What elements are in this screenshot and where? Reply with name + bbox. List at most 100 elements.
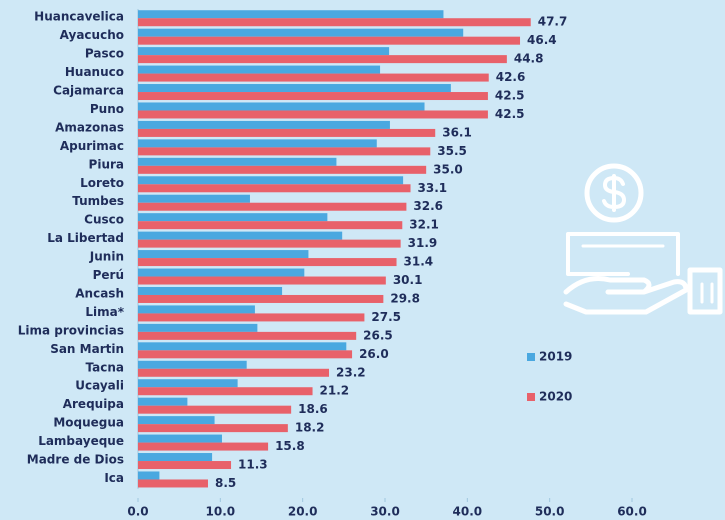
value-label: 30.1: [393, 273, 423, 287]
bar: [138, 202, 407, 211]
value-label: 15.8: [275, 439, 305, 453]
bar: [138, 453, 213, 462]
x-tick-label: 30.0: [370, 505, 400, 519]
legend-swatch: [527, 393, 535, 401]
bar: [138, 92, 488, 101]
value-label: 18.2: [295, 421, 325, 435]
bar: [138, 239, 401, 248]
y-tick-label: Ancash: [75, 286, 124, 300]
y-tick-label: Piura: [89, 157, 124, 171]
bar: [138, 10, 444, 19]
bar: [138, 461, 232, 470]
bar: [138, 313, 365, 322]
bar: [138, 213, 328, 222]
bar: [138, 286, 283, 295]
bar: [138, 305, 255, 314]
bar: [138, 18, 531, 27]
bar: [138, 397, 188, 406]
bar: [138, 47, 390, 56]
y-tick-label: San Martin: [50, 342, 124, 356]
value-label: 32.1: [409, 218, 439, 232]
value-label: 21.2: [320, 384, 350, 398]
y-tick-label: Madre de Dios: [27, 453, 124, 467]
x-tick-label: 0.0: [127, 505, 148, 519]
y-tick-label: Ica: [104, 471, 124, 485]
bar: [138, 342, 347, 351]
bar: [138, 65, 381, 74]
value-label: 36.1: [442, 125, 472, 139]
y-tick-label: Tumbes: [72, 194, 124, 208]
bar: [138, 424, 288, 433]
bar: [138, 36, 521, 45]
bar: [138, 368, 330, 377]
y-tick-label: Ucayali: [75, 379, 124, 393]
bar: [138, 442, 269, 451]
x-tick-label: 40.0: [453, 505, 483, 519]
value-label: 33.1: [418, 181, 448, 195]
value-label: 31.4: [404, 255, 434, 269]
bar: [138, 268, 305, 277]
legend-label: 2020: [539, 390, 572, 404]
bar: [138, 120, 390, 129]
bar: [138, 258, 397, 267]
bar: [138, 139, 377, 148]
bar: [138, 221, 403, 230]
bar: [138, 276, 386, 285]
legend-label: 2019: [539, 350, 572, 364]
bar: [138, 84, 451, 93]
x-tick-label: 10.0: [206, 505, 236, 519]
y-tick-label: Huancavelica: [34, 10, 124, 24]
value-label: 31.9: [408, 236, 438, 250]
bar: [138, 331, 357, 340]
bar: [138, 176, 404, 185]
bar: [138, 231, 343, 240]
value-label: 42.5: [495, 89, 525, 103]
y-tick-label: Loreto: [80, 176, 124, 190]
y-tick-label: Ayacucho: [60, 28, 124, 42]
bar: [138, 157, 337, 166]
bar: [138, 110, 488, 119]
y-tick-label: Lima*: [85, 305, 124, 319]
bar: [138, 323, 258, 332]
bar: [138, 434, 222, 443]
value-label: 47.7: [538, 15, 568, 29]
y-tick-label: Lima provincias: [18, 323, 124, 337]
value-label: 29.8: [390, 291, 420, 305]
bar: [138, 250, 309, 259]
y-tick-label: Junin: [89, 250, 124, 264]
y-tick-label: Amazonas: [55, 120, 124, 134]
value-label: 42.6: [496, 70, 526, 84]
bar: [138, 387, 313, 396]
bar: [138, 471, 160, 480]
x-tick-label: 60.0: [617, 505, 647, 519]
value-label: 23.2: [336, 365, 366, 379]
bar: [138, 184, 411, 193]
y-tick-label: Pasco: [85, 47, 124, 61]
bar: [138, 360, 247, 369]
bar: [138, 165, 427, 174]
bar: [138, 28, 464, 37]
y-tick-label: Cusco: [84, 213, 124, 227]
bar: [138, 102, 425, 111]
y-tick-label: Tacna: [86, 360, 125, 374]
value-label: 26.0: [359, 347, 389, 361]
bar: [138, 128, 436, 137]
value-label: 26.5: [363, 328, 393, 342]
bar: [138, 55, 507, 64]
bar: [138, 379, 238, 388]
y-tick-label: Lambayeque: [38, 434, 124, 448]
legend-swatch: [527, 353, 535, 361]
value-label: 35.0: [433, 162, 463, 176]
value-label: 46.4: [527, 33, 557, 47]
bar: [138, 194, 250, 203]
value-label: 44.8: [514, 52, 544, 66]
bar: [138, 147, 431, 156]
value-label: 27.5: [371, 310, 401, 324]
bar: [138, 405, 292, 414]
value-label: 42.5: [495, 107, 525, 121]
y-tick-label: Perú: [93, 268, 124, 282]
value-label: 32.6: [413, 199, 443, 213]
bar: [138, 416, 215, 425]
